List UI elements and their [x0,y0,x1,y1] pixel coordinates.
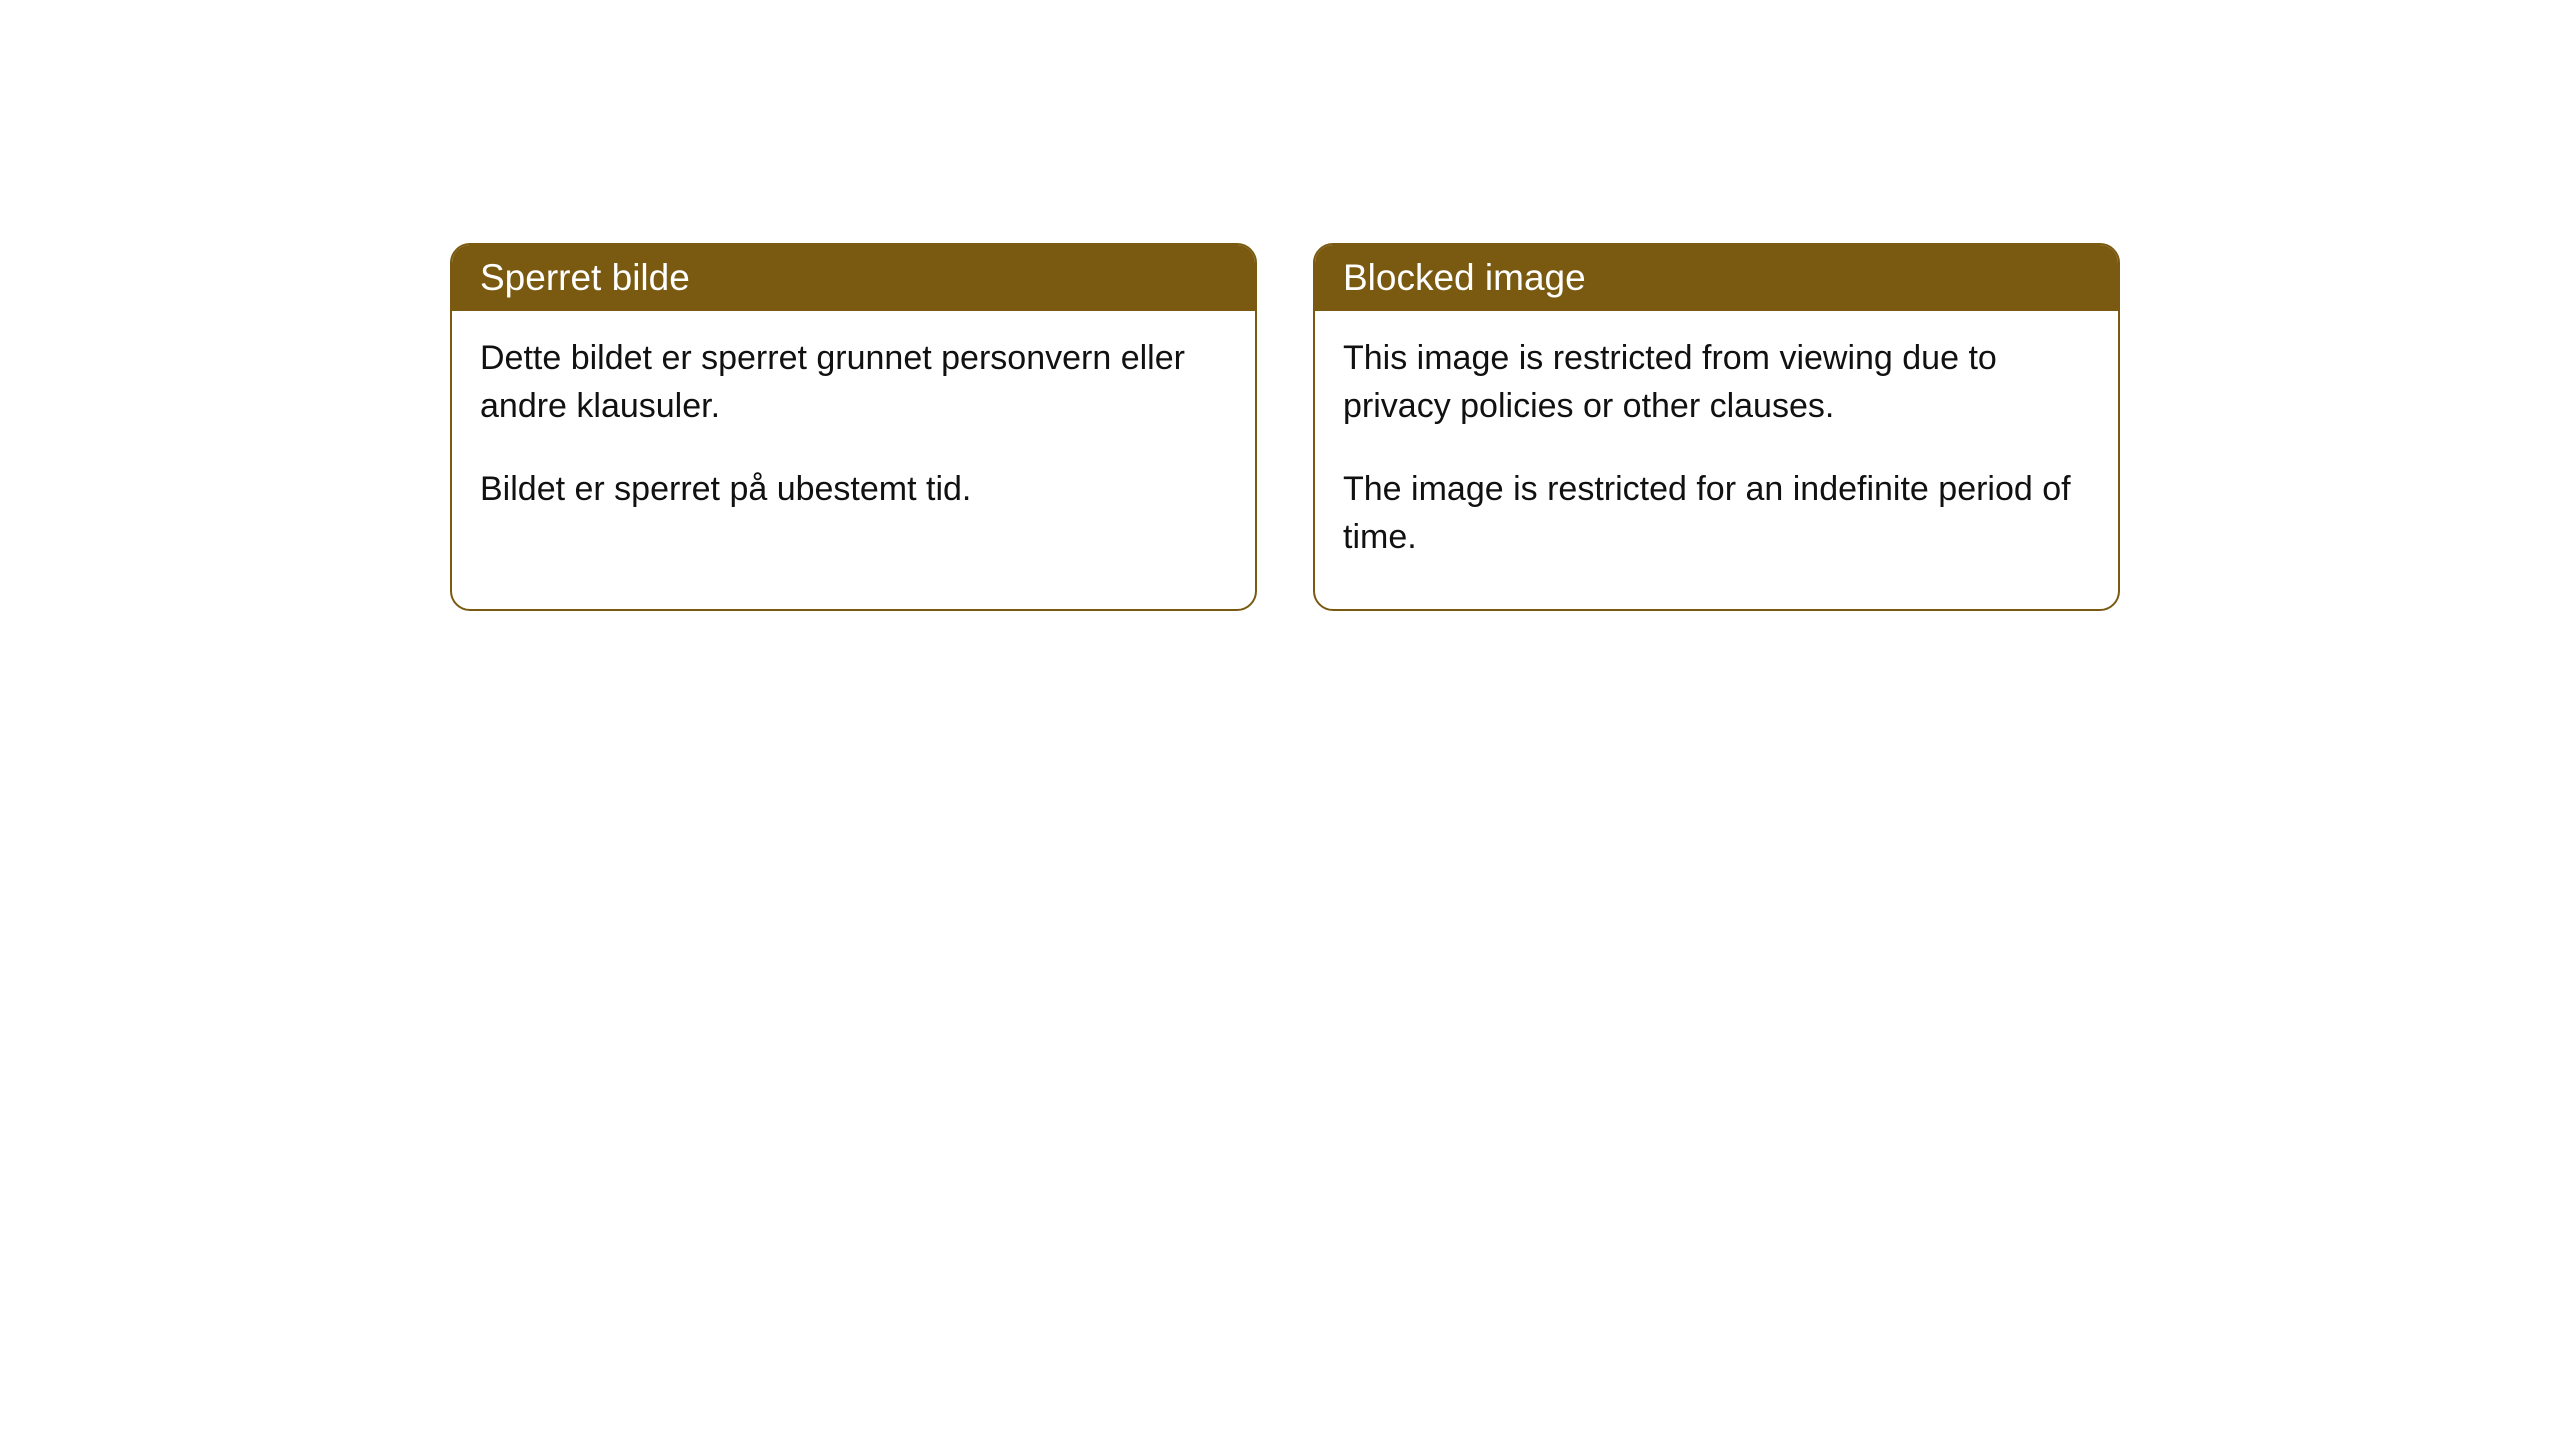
card-paragraph-2: The image is restricted for an indefinit… [1343,466,2090,561]
card-paragraph-1: This image is restricted from viewing du… [1343,335,2090,430]
blocked-image-card-norwegian: Sperret bilde Dette bildet er sperret gr… [450,243,1257,611]
blocked-image-card-english: Blocked image This image is restricted f… [1313,243,2120,611]
notice-cards-container: Sperret bilde Dette bildet er sperret gr… [450,243,2120,611]
card-body: Dette bildet er sperret grunnet personve… [452,311,1255,562]
card-paragraph-2: Bildet er sperret på ubestemt tid. [480,466,1227,514]
card-body: This image is restricted from viewing du… [1315,311,2118,609]
card-title: Blocked image [1315,245,2118,311]
card-title: Sperret bilde [452,245,1255,311]
card-paragraph-1: Dette bildet er sperret grunnet personve… [480,335,1227,430]
